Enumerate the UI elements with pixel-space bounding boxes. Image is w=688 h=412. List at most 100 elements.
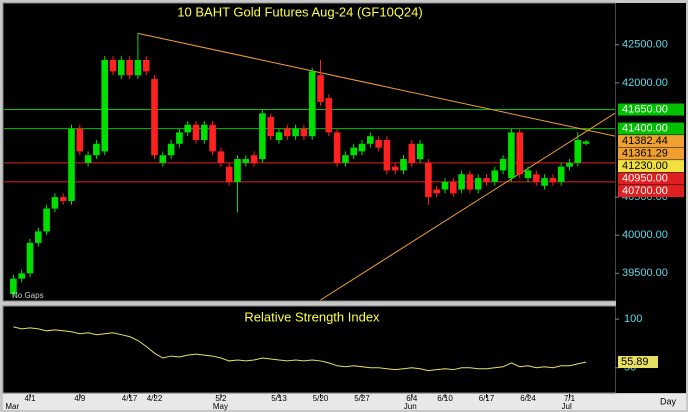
candle-body [209, 124, 216, 152]
candle-body [51, 197, 59, 209]
x-tick-label: 4/22 [147, 394, 163, 403]
candle-body [10, 278, 17, 294]
value-tag-label: 40700.00 [622, 185, 668, 197]
candle-body [541, 178, 548, 186]
trend-line [320, 112, 616, 301]
candle-body [391, 166, 399, 171]
candle-body [118, 60, 125, 76]
rsi-title: Relative Strength Index [244, 309, 380, 324]
value-tag-label: 41650.00 [622, 103, 668, 115]
candle-body [342, 155, 349, 163]
value-tag-label: 40950.00 [622, 172, 668, 184]
candle-body [267, 117, 274, 137]
candle-body [466, 174, 474, 190]
trend-line [137, 32, 616, 137]
y-tick-label: 42500.00 [622, 39, 668, 51]
candle-body [26, 242, 34, 274]
x-tick-label: 5/20 [313, 394, 329, 403]
candle-body [35, 231, 42, 243]
value-tag-label: 41361.29 [622, 147, 668, 159]
rsi-line [13, 326, 587, 372]
candle-body [151, 79, 158, 156]
candle-body [217, 151, 225, 163]
candle-body [549, 178, 557, 182]
month-label: Jul [562, 402, 572, 411]
candle-body [259, 113, 266, 160]
value-tag [618, 135, 684, 148]
candle-body [192, 124, 200, 140]
candle-body [242, 159, 250, 163]
candle-body [383, 140, 391, 171]
candle-body [441, 181, 449, 190]
candle-body [474, 178, 482, 190]
candle-body [566, 162, 573, 167]
candle-body [458, 174, 465, 190]
x-tick-label: 6/10 [437, 394, 453, 403]
month-label: Mar [5, 402, 19, 411]
candle-body [582, 141, 590, 144]
candle-body [134, 60, 142, 76]
y-tick-label: 40000.00 [622, 229, 668, 241]
x-tick-label: 5/27 [354, 394, 370, 403]
candle-body [400, 159, 407, 171]
candle-body [408, 143, 416, 163]
candle-body [557, 166, 565, 182]
value-tag [618, 356, 658, 369]
candle-body [308, 71, 316, 137]
value-axis [616, 3, 686, 393]
chart-title: 10 BAHT Gold Futures Aug-24 (GF10Q24) [177, 4, 422, 19]
candle-body [416, 143, 424, 160]
value-tag-label: 41230.00 [622, 160, 668, 172]
value-tag [618, 172, 684, 185]
x-unit: Day [660, 396, 677, 406]
note: No Gaps [12, 291, 44, 300]
candle-body [93, 143, 100, 156]
candle-body [516, 132, 523, 175]
candle-body [367, 136, 374, 144]
candle-body [126, 60, 133, 76]
candle-body [292, 128, 299, 137]
candle-body [142, 60, 150, 72]
x-tick-label: 5/13 [271, 394, 287, 403]
candle-body [159, 155, 167, 163]
x-tick-label: 4/9 [74, 394, 86, 403]
candle-body [508, 132, 515, 179]
month-label: May [213, 402, 228, 411]
x-tick-label: 5/2 [215, 394, 227, 403]
candle-body [524, 170, 532, 179]
x-tick-label: 4/1 [24, 394, 36, 403]
candle-body [59, 197, 67, 201]
candle-body [350, 147, 357, 156]
candle-body [333, 132, 341, 163]
value-tag [618, 160, 684, 173]
candle-body [499, 159, 507, 171]
value-tag [618, 185, 684, 198]
value-tag-label: 41382.44 [622, 135, 668, 147]
candle-body [284, 128, 291, 137]
rsi-panel [2, 305, 617, 394]
candle-body [425, 162, 432, 198]
month-label: Jun [404, 402, 417, 411]
candle-body [68, 128, 75, 201]
candle-body [275, 132, 283, 140]
candle-body [184, 124, 191, 133]
candle-body [483, 178, 490, 182]
y-tick-label: 42000.00 [622, 77, 668, 89]
candle-body [300, 128, 308, 137]
candle-body [43, 208, 50, 232]
x-tick-label: 4/17 [122, 394, 138, 403]
candle-body [250, 155, 258, 163]
candle-body [76, 128, 84, 152]
candle-body [101, 60, 108, 152]
date-axis [3, 394, 686, 410]
candle-body [18, 273, 25, 279]
candle-body [225, 166, 233, 182]
x-tick-label: 6/24 [520, 394, 536, 403]
candle-body [533, 174, 540, 182]
value-tag [618, 122, 684, 135]
candle-body [317, 75, 324, 102]
value-tag [618, 147, 684, 160]
candle-body [433, 189, 440, 194]
candle-body [358, 143, 366, 152]
